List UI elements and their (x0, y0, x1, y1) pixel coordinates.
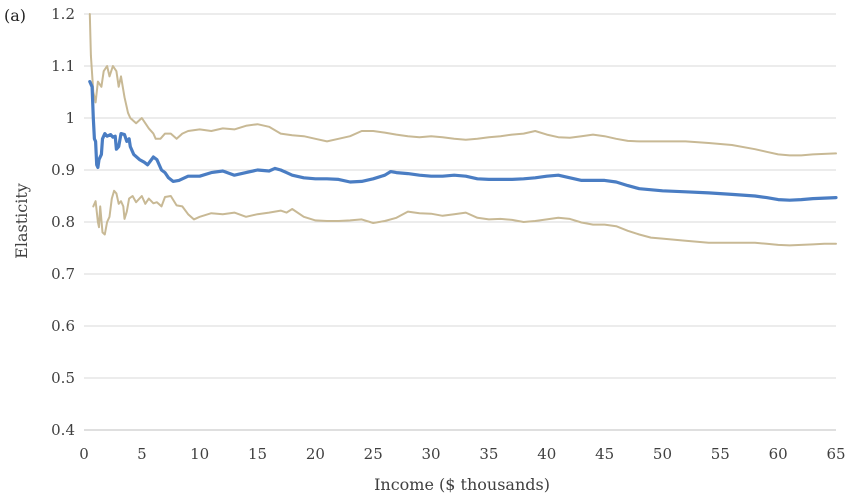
x-axis-title: Income ($ thousands) (374, 475, 550, 494)
upper-bound-line (88, 13, 837, 157)
y-tick-label: 1.2 (51, 5, 75, 23)
x-tick-label: 5 (137, 445, 147, 463)
lower-bound-line (92, 189, 837, 247)
grid-lines (84, 13, 836, 431)
y-tick-labels: 0.4 0.5 0.6 0.7 0.8 0.9 1 1.1 1.2 (51, 5, 75, 439)
x-tick-label: 25 (364, 445, 383, 463)
x-tick-label: 0 (79, 445, 89, 463)
y-tick-label: 1.1 (51, 57, 75, 75)
y-tick-label: 0.8 (51, 213, 75, 231)
y-axis-title: Elasticity (12, 183, 31, 259)
y-tick-label: 1 (65, 109, 75, 127)
x-tick-label: 20 (306, 445, 325, 463)
series-lines (88, 13, 838, 247)
x-tick-label: 15 (248, 445, 267, 463)
y-tick-label: 0.6 (51, 317, 75, 335)
x-tick-labels: 0 5 10 15 20 25 30 35 40 45 50 55 60 65 (79, 445, 845, 463)
x-tick-label: 55 (711, 445, 730, 463)
x-tick-label: 50 (653, 445, 672, 463)
estimate-line (88, 80, 838, 202)
x-tick-label: 40 (537, 445, 556, 463)
y-tick-label: 0.4 (51, 421, 75, 439)
y-tick-label: 0.7 (51, 265, 75, 283)
x-tick-label: 35 (479, 445, 498, 463)
y-tick-label: 0.5 (51, 369, 75, 387)
x-tick-label: 30 (422, 445, 441, 463)
x-tick-label: 60 (769, 445, 788, 463)
x-tick-label: 45 (595, 445, 614, 463)
panel-label: (a) (4, 6, 26, 25)
x-tick-label: 65 (826, 445, 845, 463)
x-tick-label: 10 (190, 445, 209, 463)
y-tick-label: 0.9 (51, 161, 75, 179)
